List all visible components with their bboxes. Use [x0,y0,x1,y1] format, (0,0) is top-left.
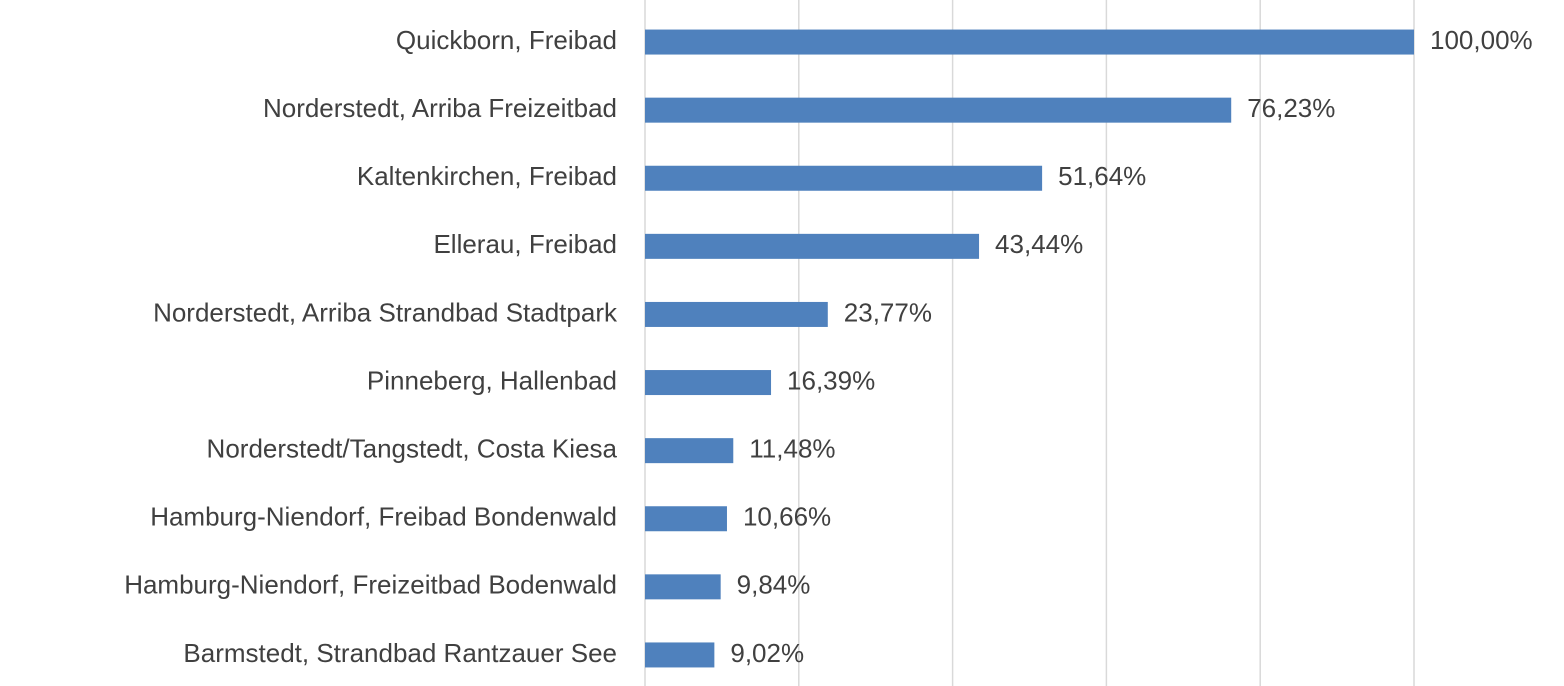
category-label: Hamburg-Niendorf, Freibad Bondenwald [150,502,617,532]
bar [645,642,715,668]
value-label: 100,00% [1430,25,1533,55]
category-label: Quickborn, Freibad [396,25,617,55]
category-label: Norderstedt, Arriba Freizeitbad [263,93,617,123]
category-label: Hamburg-Niendorf, Freizeitbad Bodenwald [124,570,617,600]
value-label: 10,66% [743,502,831,532]
bar [645,370,772,396]
bar [645,506,727,532]
bar [645,165,1043,191]
category-label: Barmstedt, Strandbad Rantzauer See [183,638,617,668]
value-label: 23,77% [844,297,932,327]
category-label: Norderstedt/Tangstedt, Costa Kiesa [207,434,618,464]
value-label: 76,23% [1247,93,1335,123]
bar [645,29,1414,55]
bar [645,574,721,600]
value-label: 43,44% [995,229,1083,259]
category-label: Pinneberg, Hallenbad [367,365,617,395]
bar [645,438,734,464]
bar [645,97,1232,123]
bar [645,233,980,259]
category-label: Ellerau, Freibad [433,229,617,259]
category-label: Norderstedt, Arriba Strandbad Stadtpark [153,297,618,327]
value-label: 51,64% [1058,161,1146,191]
value-label: 11,48% [749,434,835,464]
bar [645,301,828,327]
category-label: Kaltenkirchen, Freibad [357,161,617,191]
value-label: 9,02% [730,638,804,668]
value-label: 9,84% [737,570,811,600]
value-label: 16,39% [787,365,875,395]
